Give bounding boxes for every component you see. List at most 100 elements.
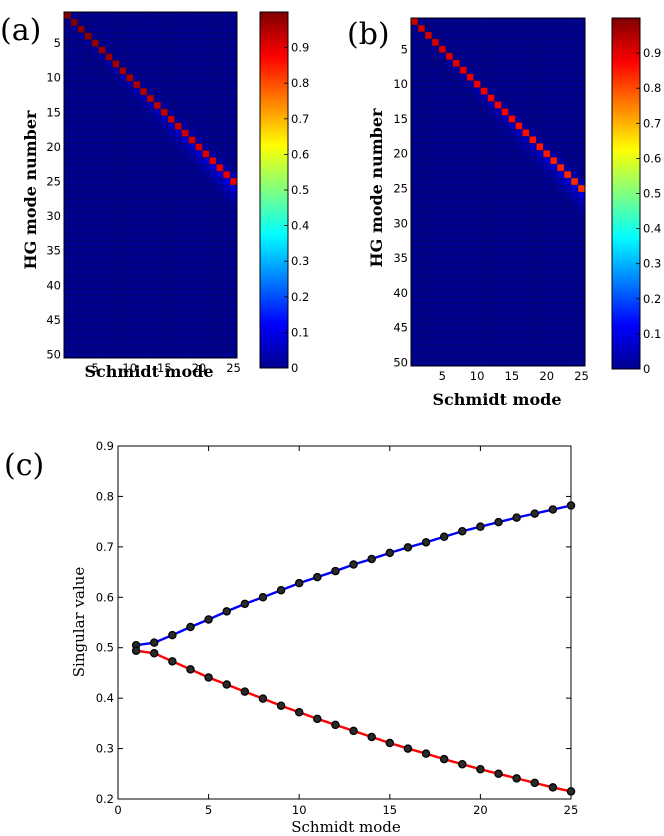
heatmap-cell	[167, 295, 176, 303]
heatmap-cell	[452, 303, 461, 311]
heatmap-cell	[445, 59, 454, 68]
heatmap-cell	[64, 268, 72, 276]
heatmap-cell	[209, 32, 217, 40]
heatmap-cell	[105, 205, 113, 213]
series-marker	[349, 560, 358, 569]
heatmap-cell	[536, 87, 544, 95]
heatmap-cell	[133, 344, 141, 352]
heatmap-cell	[480, 261, 488, 269]
heatmap-cell	[466, 94, 474, 102]
heatmap-cell	[578, 345, 586, 353]
heatmap-cell	[230, 164, 238, 172]
heatmap-cell	[91, 205, 99, 213]
heatmap-cell	[216, 254, 224, 262]
heatmap-cell	[230, 344, 238, 352]
heatmap-cell	[153, 295, 162, 303]
heatmap-cell	[202, 268, 210, 276]
heatmap-cell	[550, 303, 558, 311]
heatmap-cell	[480, 352, 488, 360]
heatmap-cell	[84, 53, 92, 61]
heatmap-cell	[70, 254, 79, 262]
heatmap-cell	[223, 309, 231, 317]
heatmap-cell	[487, 178, 495, 186]
heatmap-cell	[487, 87, 495, 95]
heatmap-cell	[209, 330, 217, 338]
heatmap-cell	[91, 67, 99, 75]
heatmap-cell	[564, 240, 572, 248]
heatmap-cell	[424, 268, 433, 276]
heatmap-cell	[112, 115, 120, 124]
heatmap-cell	[216, 101, 224, 110]
heatmap-cell	[529, 59, 537, 68]
heatmap-cell	[126, 143, 134, 151]
heatmap-cell	[119, 281, 127, 290]
heatmap-cell	[445, 31, 454, 40]
heatmap-cell	[473, 101, 481, 109]
heatmap-cell	[216, 316, 224, 324]
heatmap-cell	[202, 178, 210, 186]
heatmap-cell	[126, 25, 134, 34]
heatmap-cell	[411, 261, 419, 269]
heatmap-cell	[543, 73, 551, 81]
heatmap-cell	[91, 122, 99, 130]
heatmap-cell	[578, 310, 586, 318]
heatmap-cell	[459, 129, 467, 137]
heatmap-cell	[431, 87, 440, 95]
heatmap-cell	[459, 18, 467, 26]
heatmap-cell	[431, 331, 440, 339]
heatmap-cell	[557, 233, 565, 242]
heatmap-cell	[98, 254, 106, 262]
heatmap-cell	[480, 205, 488, 214]
heatmap-cell	[578, 150, 586, 158]
colorbar-a: 00.10.20.30.40.50.60.70.80.9	[259, 11, 309, 375]
heatmap-cell	[411, 317, 419, 325]
heatmap-cell	[529, 338, 537, 346]
heatmap-cell	[494, 157, 502, 165]
heatmap-cell	[508, 247, 516, 255]
heatmap-cell	[112, 150, 120, 158]
heatmap-cell	[529, 226, 537, 235]
heatmap-cell	[230, 46, 238, 54]
heatmap-cell	[424, 24, 433, 33]
heatmap-cell	[452, 143, 461, 151]
heatmap-cell	[133, 337, 141, 345]
heatmap-cell	[126, 316, 134, 324]
heatmap-cell	[119, 67, 127, 75]
heatmap-cell	[70, 261, 79, 269]
heatmap-cell	[216, 212, 224, 220]
heatmap-cell	[480, 324, 488, 332]
heatmap-cell	[181, 212, 189, 220]
heatmap-cell	[209, 344, 217, 352]
heatmap-cell	[167, 136, 176, 144]
heatmap-cell	[564, 338, 572, 346]
heatmap-cell	[174, 212, 182, 220]
heatmap-cell	[133, 281, 141, 290]
heatmap-cell	[112, 247, 120, 255]
heatmap-cell	[202, 351, 210, 359]
heatmap-cell	[91, 254, 99, 262]
heatmap-cell	[473, 331, 481, 339]
heatmap-cell	[181, 53, 189, 61]
heatmap-cell	[564, 59, 572, 68]
heatmap-cell	[133, 178, 141, 186]
heatmap-cell	[557, 317, 565, 325]
heatmap-cell	[202, 12, 210, 20]
heatmap-cell	[223, 330, 231, 338]
heatmap-cell	[77, 129, 86, 137]
heatmap-cell	[202, 295, 210, 303]
heatmap-cell	[529, 303, 537, 311]
heatmap-cell	[174, 67, 182, 75]
heatmap-cell	[578, 52, 586, 61]
heatmap-cell	[557, 310, 565, 318]
heatmap-cell	[543, 240, 551, 248]
heatmap-cell	[417, 192, 426, 200]
heatmap-cell	[564, 261, 572, 269]
heatmap-cell	[564, 80, 572, 88]
heatmap-cell	[133, 309, 141, 317]
heatmap-cell	[84, 274, 92, 283]
heatmap-cell	[417, 289, 426, 297]
heatmap-cell	[70, 60, 79, 68]
heatmap-cell	[494, 296, 502, 304]
heatmap-cell	[188, 12, 196, 20]
heatmap-cell	[501, 101, 509, 109]
